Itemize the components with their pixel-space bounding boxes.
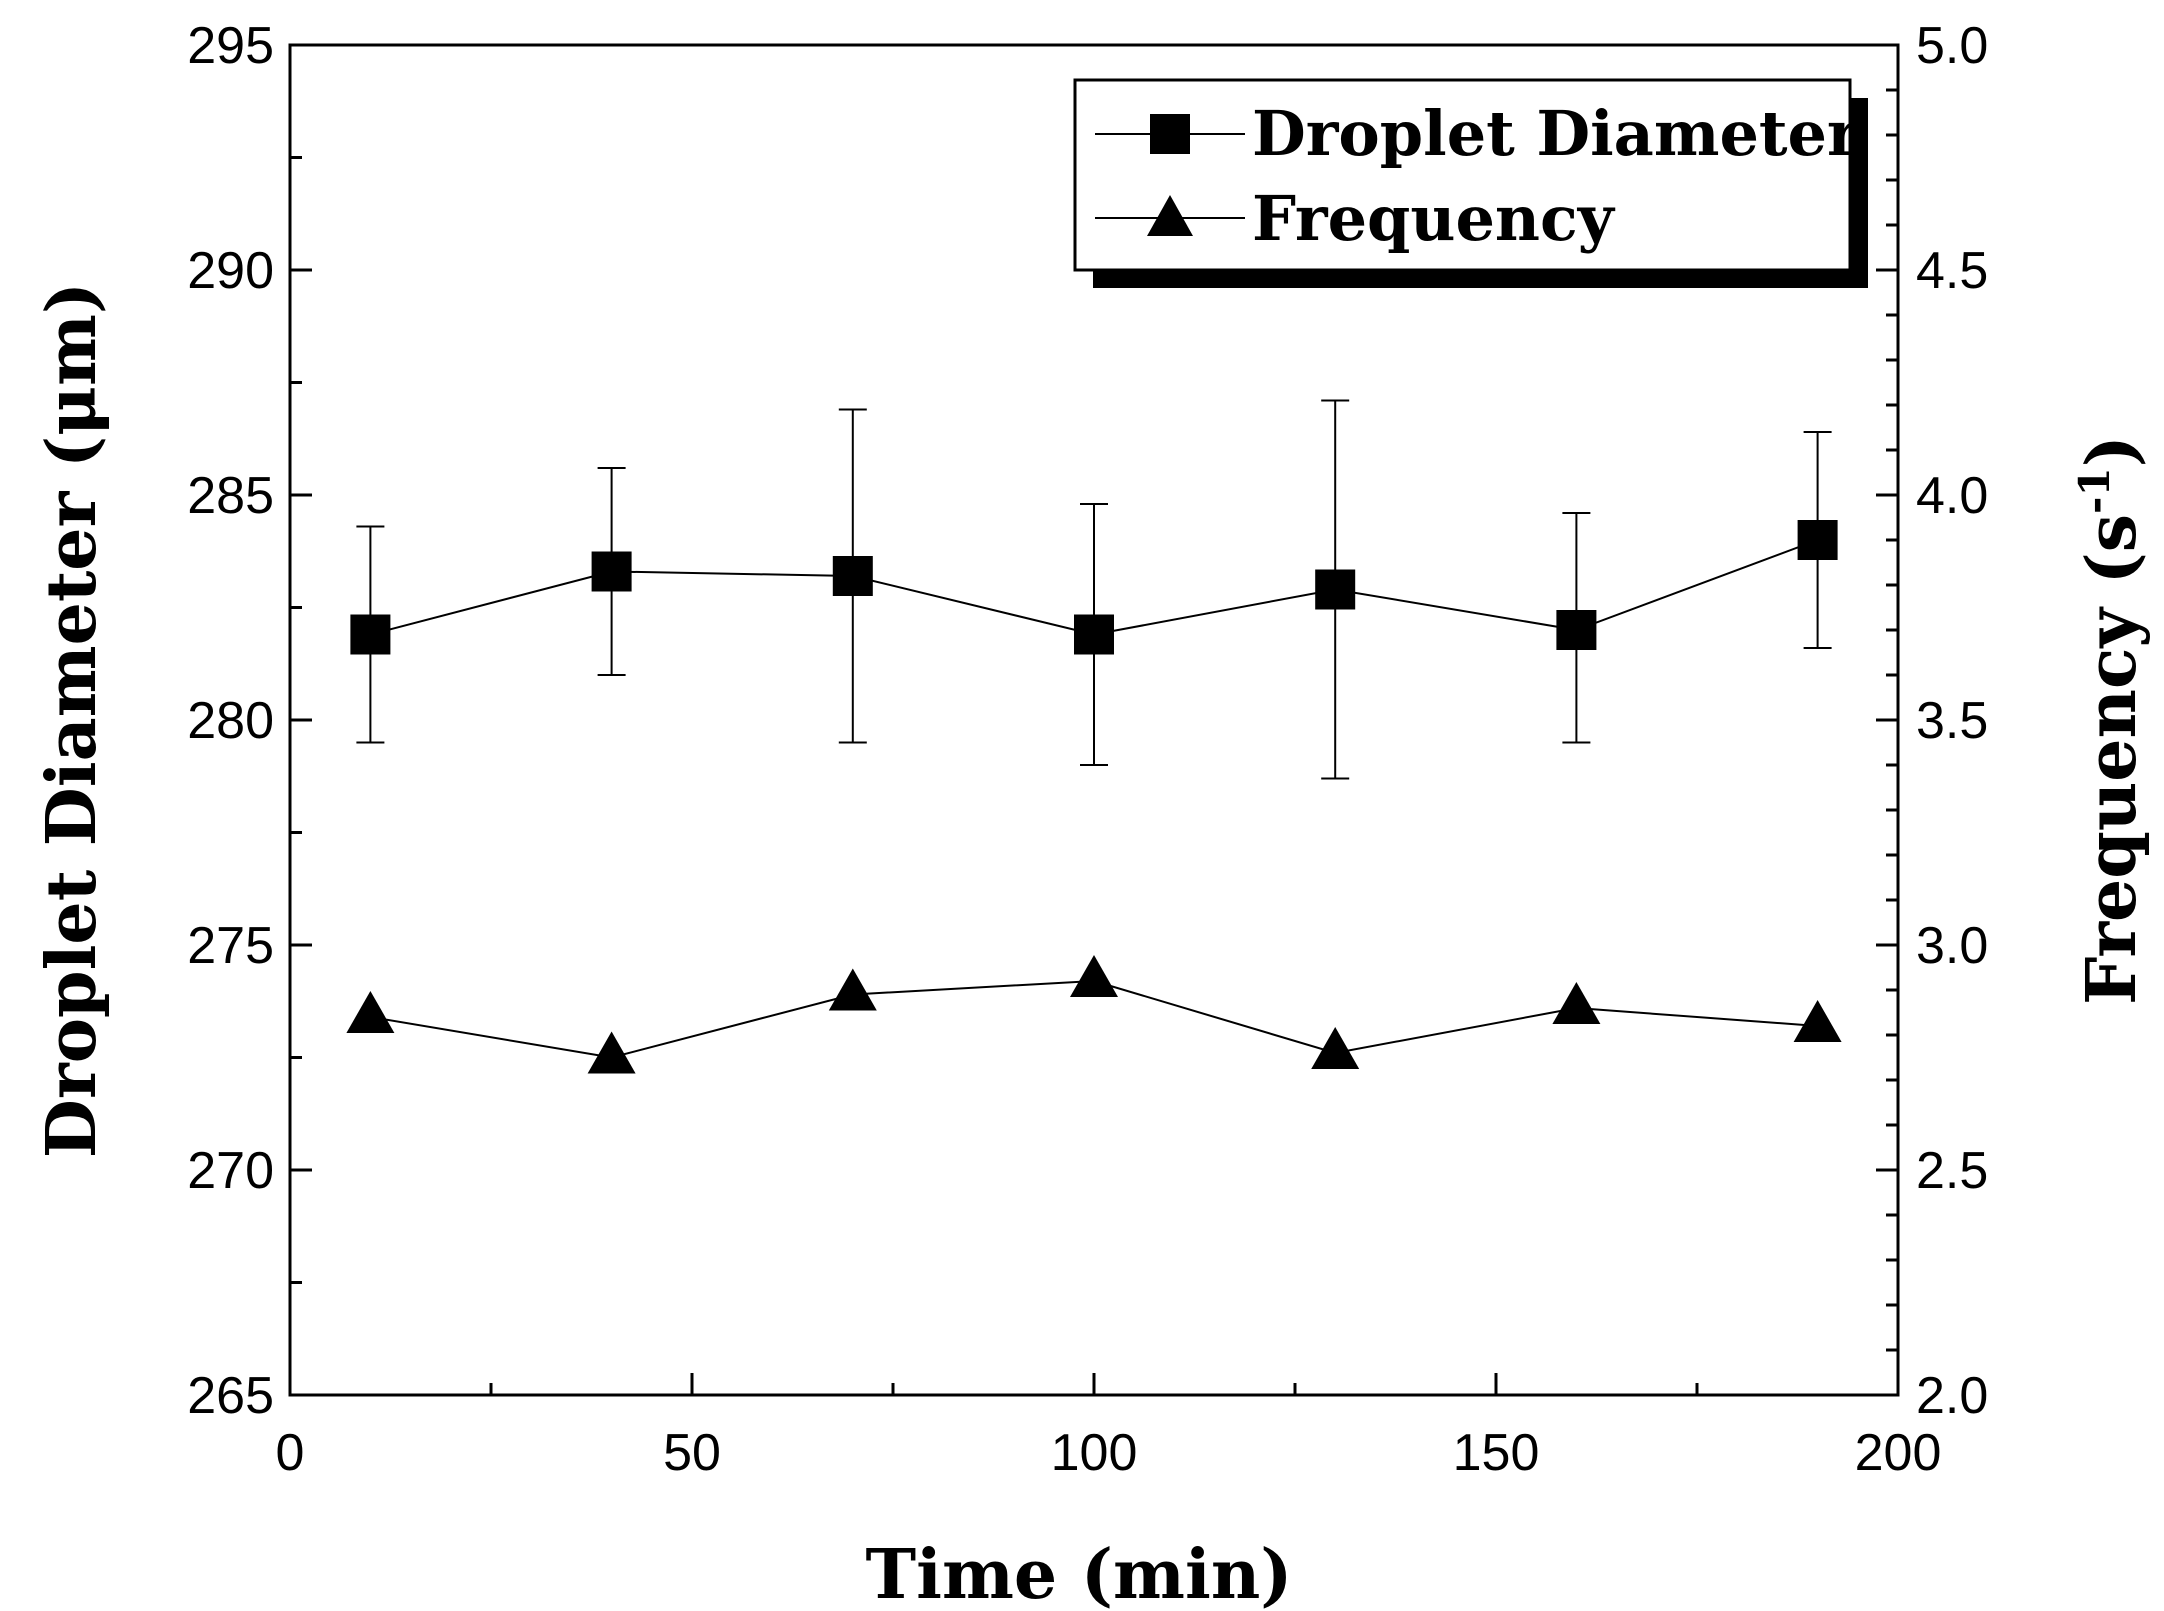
y-right-axis-title: Frequency (s-1) xyxy=(2070,435,2152,1005)
data-point-triangle xyxy=(1793,1000,1842,1042)
y-right-axis-title-base: Frequency (s xyxy=(2072,514,2152,1005)
y-left-tick-label: 265 xyxy=(187,1367,274,1425)
x-tick-label: 150 xyxy=(1453,1424,1540,1482)
y-right-tick-label: 3.5 xyxy=(1916,692,1988,750)
x-tick-label: 50 xyxy=(663,1424,721,1482)
y-left-tick-label: 295 xyxy=(187,17,274,75)
legend-label-frequency: Frequency xyxy=(1252,182,1616,255)
y-right-tick-label: 2.0 xyxy=(1916,1367,1988,1425)
y-right-axis-title-sup: -1 xyxy=(2070,467,2119,514)
x-axis-tick-labels: 0 50 100 150 200 xyxy=(276,1424,1942,1482)
y-left-tick-label: 270 xyxy=(187,1142,274,1200)
y-right-tick-label: 2.5 xyxy=(1916,1142,1988,1200)
y-left-axis-tick-labels: 265 270 275 280 285 290 295 xyxy=(187,17,274,1425)
y-right-tick-label: 4.5 xyxy=(1916,242,1988,300)
x-tick-label: 0 xyxy=(276,1424,305,1482)
y-left-tick-label: 280 xyxy=(187,692,274,750)
series-droplet-diameter xyxy=(350,399,1838,780)
data-point-square xyxy=(350,614,391,655)
plot-frame xyxy=(288,43,1900,1397)
data-point-square xyxy=(832,556,873,596)
x-axis-title: Time (min) xyxy=(866,1535,1293,1611)
data-point-square xyxy=(591,551,632,592)
series-frequency xyxy=(346,955,1842,1074)
data-point-square xyxy=(1556,610,1597,650)
x-tick-label: 200 xyxy=(1855,1424,1942,1482)
data-point-triangle xyxy=(1311,1027,1360,1069)
y-left-tick-label: 290 xyxy=(187,242,274,300)
data-point-triangle xyxy=(828,968,877,1011)
data-point-triangle xyxy=(346,991,395,1033)
legend-marker-triangle xyxy=(1147,195,1193,236)
y-right-tick-label: 5.0 xyxy=(1916,17,1988,75)
y-right-axis-tick-labels: 2.0 2.5 3.0 3.5 4.0 4.5 5.0 xyxy=(1916,17,1988,1425)
y-right-tick-label: 4.0 xyxy=(1916,467,1988,525)
data-point-square xyxy=(1315,569,1356,610)
y-left-axis-title: Droplet Diameter (μm) xyxy=(32,282,112,1158)
legend: Droplet Diameter Frequency xyxy=(1073,78,1868,288)
x-tick-label: 100 xyxy=(1051,1424,1138,1482)
data-point-triangle xyxy=(1070,955,1118,997)
legend-marker-square xyxy=(1150,114,1190,154)
y-right-tick-label: 3.0 xyxy=(1916,917,1988,975)
y-left-tick-label: 285 xyxy=(187,467,274,525)
y-left-tick-label: 275 xyxy=(187,917,274,975)
legend-label-droplet-diameter: Droplet Diameter xyxy=(1252,97,1861,170)
data-point-triangle xyxy=(587,1031,636,1074)
data-point-triangle xyxy=(1552,982,1601,1024)
y-right-axis-title-close: ) xyxy=(2072,435,2152,467)
data-point-square xyxy=(1074,614,1114,655)
legend-box xyxy=(1073,78,1852,272)
series-layer xyxy=(346,399,1842,1074)
data-point-square xyxy=(1797,520,1838,560)
